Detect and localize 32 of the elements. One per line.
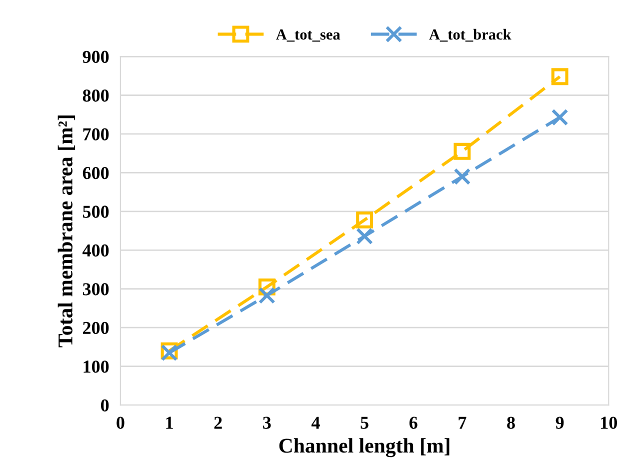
x-tick-label: 10 [601, 416, 617, 429]
x-axis-title: Channel length [m] [279, 438, 450, 458]
x-tick-label: 5 [360, 416, 368, 429]
x-tick-label: 8 [507, 416, 515, 429]
point [454, 142, 471, 160]
y-tick-label: 800 [82, 90, 109, 102]
point [454, 168, 471, 186]
x-tick-label: 9 [556, 416, 564, 429]
x-tick-label: 0 [116, 416, 124, 429]
y-tick-label: 700 [83, 128, 109, 140]
x-tick-label: 7 [458, 416, 466, 429]
y-tick-label: 500 [82, 206, 109, 218]
point [258, 286, 276, 304]
y-tick-label: 400 [82, 244, 109, 257]
y-tick-label: 300 [82, 283, 109, 296]
point [356, 228, 374, 245]
legend-label: A_tot_sea [276, 29, 340, 42]
legend-label: A_tot_brack [429, 28, 512, 42]
y-tick-label: 200 [83, 322, 109, 334]
x-tick-label: 4 [311, 416, 320, 429]
point [551, 108, 568, 126]
y-tick-label: 900 [82, 50, 109, 63]
point [356, 211, 374, 228]
y-tick-label: 100 [84, 360, 109, 373]
y-tick-label: 600 [82, 166, 109, 180]
y-tick-label: 0 [101, 399, 109, 412]
x-tick-label: 3 [263, 416, 271, 429]
point [551, 68, 568, 86]
x-tick-label: 1 [166, 416, 173, 429]
x-tick-label: 2 [214, 416, 222, 429]
y-axis-title: Total membrane area [m²] [58, 116, 76, 348]
x-tick-label: 6 [409, 416, 418, 429]
